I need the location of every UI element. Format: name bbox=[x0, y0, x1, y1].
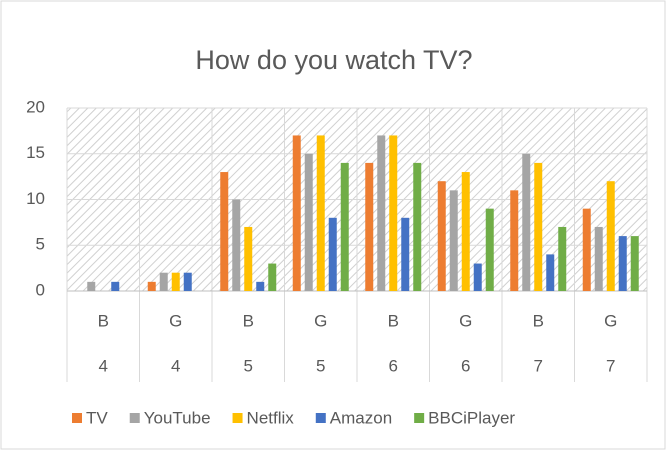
bar bbox=[485, 208, 494, 291]
y-tick-label: 10 bbox=[26, 189, 45, 208]
y-tick-label: 5 bbox=[36, 235, 45, 254]
x-tick-label: G bbox=[314, 311, 327, 330]
x-group-label: 5 bbox=[316, 356, 325, 375]
bar bbox=[389, 135, 398, 291]
bar bbox=[304, 153, 313, 291]
y-tick-label: 15 bbox=[26, 143, 45, 162]
x-group-label: 5 bbox=[244, 356, 253, 375]
x-tick-label: G bbox=[169, 311, 182, 330]
x-tick-label: B bbox=[98, 311, 109, 330]
bar bbox=[449, 190, 458, 291]
x-tick-label: G bbox=[604, 311, 617, 330]
legend-label: Amazon bbox=[330, 408, 392, 427]
x-tick-label: G bbox=[459, 311, 472, 330]
bar bbox=[461, 172, 470, 291]
legend-swatch bbox=[72, 413, 82, 423]
bar bbox=[220, 172, 229, 291]
bar bbox=[522, 153, 531, 291]
bar bbox=[292, 135, 301, 291]
legend-swatch bbox=[315, 413, 326, 423]
legend-label: Netflix bbox=[247, 408, 295, 427]
legend-swatch bbox=[414, 413, 425, 423]
legend-swatch bbox=[129, 413, 140, 423]
bar bbox=[87, 281, 96, 291]
legend-label: BBCiPlayer bbox=[428, 408, 515, 427]
x-tick-label: B bbox=[243, 311, 254, 330]
bar bbox=[558, 226, 567, 291]
x-group-label: 6 bbox=[389, 356, 398, 375]
bar bbox=[171, 272, 180, 291]
bar bbox=[510, 190, 519, 291]
bar bbox=[473, 263, 482, 291]
bar bbox=[316, 135, 325, 291]
bar bbox=[365, 162, 374, 291]
bar bbox=[183, 272, 192, 291]
bar bbox=[340, 162, 349, 291]
bar bbox=[534, 162, 543, 291]
x-group-label: 6 bbox=[461, 356, 470, 375]
bar bbox=[328, 217, 337, 291]
bar bbox=[244, 226, 253, 291]
chart-title: How do you watch TV? bbox=[195, 45, 472, 75]
bar bbox=[606, 181, 615, 291]
bar bbox=[618, 236, 627, 291]
bar bbox=[630, 236, 639, 291]
legend-label: TV bbox=[86, 408, 108, 427]
bar bbox=[256, 281, 265, 291]
y-tick-label: 0 bbox=[36, 280, 45, 299]
legend-swatch bbox=[232, 413, 243, 423]
bar bbox=[413, 162, 422, 291]
bar bbox=[377, 135, 386, 291]
bar bbox=[401, 217, 410, 291]
bar bbox=[437, 181, 446, 291]
bar bbox=[111, 281, 120, 291]
x-tick-label: B bbox=[533, 311, 544, 330]
x-group-label: 4 bbox=[99, 356, 108, 375]
bar bbox=[232, 199, 241, 291]
bar bbox=[546, 254, 555, 291]
bar bbox=[147, 281, 156, 291]
y-tick-label: 20 bbox=[26, 97, 45, 116]
x-group-label: 7 bbox=[606, 356, 615, 375]
bar bbox=[159, 272, 168, 291]
bar bbox=[594, 226, 603, 291]
x-tick-label: B bbox=[388, 311, 399, 330]
bar bbox=[582, 208, 591, 291]
legend-label: YouTube bbox=[144, 408, 211, 427]
bar bbox=[268, 263, 277, 291]
x-group-label: 7 bbox=[534, 356, 543, 375]
x-group-label: 4 bbox=[171, 356, 180, 375]
